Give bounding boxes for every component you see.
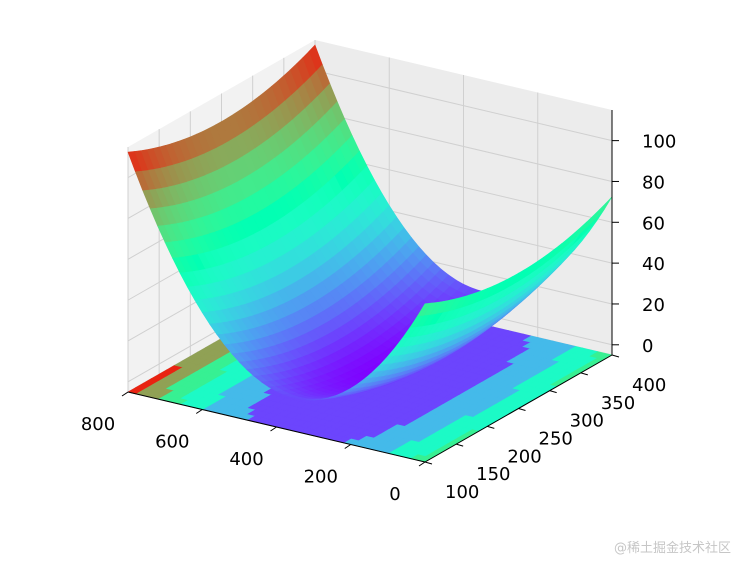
- y-tick-label: 200: [507, 446, 541, 467]
- y-tick-label: 100: [445, 482, 479, 503]
- y-tick-mark: [424, 461, 433, 465]
- y-tick-mark: [549, 390, 557, 394]
- z-tick-label: 100: [642, 132, 676, 153]
- x-tick-label: 600: [155, 432, 189, 453]
- x-tick-label: 800: [81, 414, 115, 435]
- y-tick-label: 350: [601, 393, 635, 414]
- z-tick-label: 20: [642, 295, 665, 316]
- y-tick-label: 400: [632, 375, 666, 396]
- z-tick-label: 80: [642, 172, 665, 193]
- x-tick-mark: [121, 391, 129, 397]
- y-tick-label: 250: [539, 429, 573, 450]
- x-tick-mark: [195, 409, 203, 414]
- y-tick-label: 150: [476, 464, 510, 485]
- y-tick-mark: [518, 408, 526, 411]
- surface-cell: [417, 302, 432, 317]
- y-tick-mark: [580, 372, 588, 376]
- y-tick-mark: [487, 425, 495, 429]
- z-tick-label: 40: [642, 254, 665, 275]
- x-tick-mark: [270, 426, 277, 432]
- x-tick-mark: [344, 444, 352, 449]
- x-ticks: 0 200 400 600 800: [81, 391, 426, 505]
- x-tick-label: 200: [304, 467, 338, 488]
- x-tick-label: 400: [229, 449, 263, 470]
- x-tick-mark: [418, 461, 426, 467]
- y-tick-mark: [456, 443, 464, 447]
- surface: [127, 44, 613, 401]
- x-tick-label: 0: [389, 484, 400, 505]
- watermark-text: @稀土掘金技术社区: [613, 541, 731, 556]
- y-tick-mark: [611, 354, 620, 358]
- z-tick-label: 60: [642, 213, 665, 234]
- y-tick-label: 300: [570, 411, 604, 432]
- z-ticks: 0 20 40 60 80 100: [612, 132, 676, 357]
- z-tick-label: 0: [642, 336, 653, 357]
